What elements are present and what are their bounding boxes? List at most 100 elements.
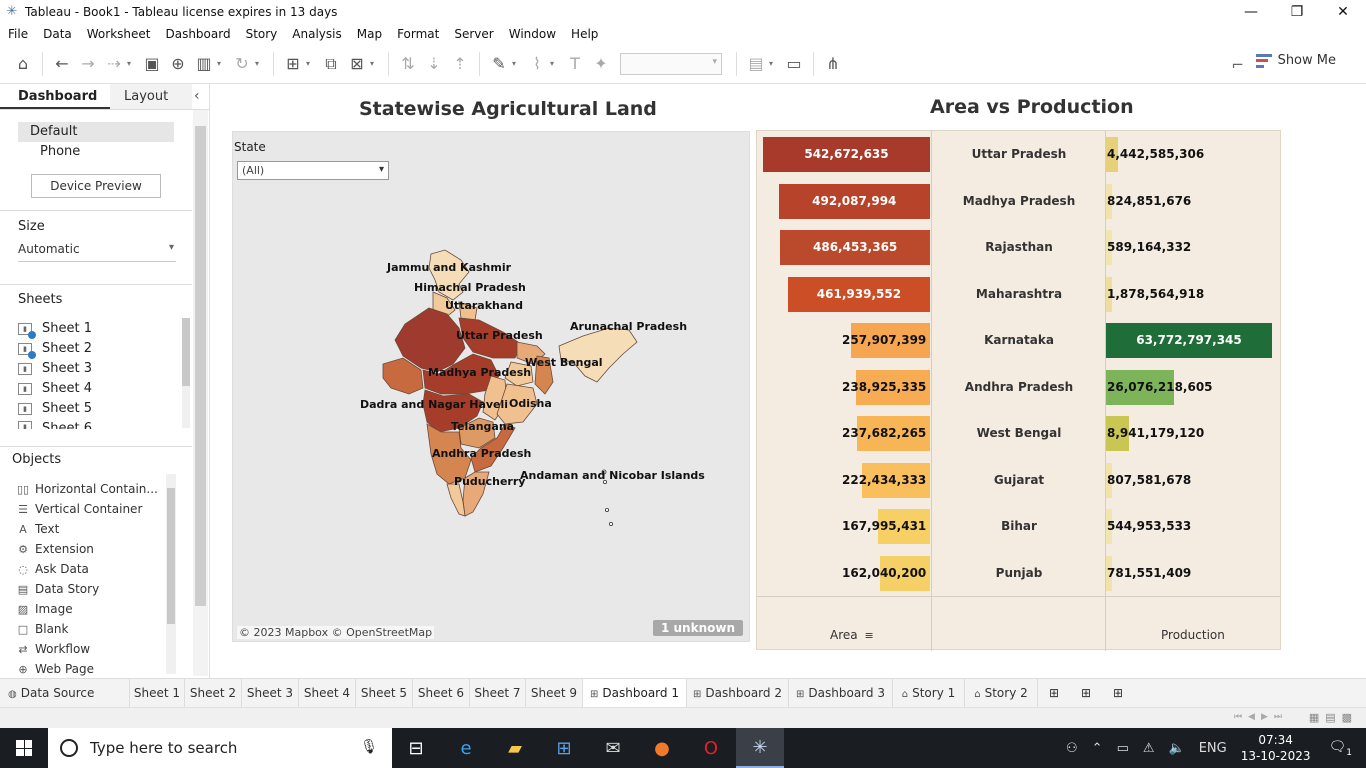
tab-story-1[interactable]: ⌂ Story 1 <box>893 679 965 708</box>
fit-dropdown[interactable] <box>620 52 722 75</box>
pause-auto-updates-icon[interactable]: ▥ <box>196 54 212 73</box>
chevron-down-icon[interactable]: ▾ <box>127 59 132 68</box>
sheet-list-item[interactable]: ▮ Sheet 6 <box>18 421 92 429</box>
object-horizontal-container[interactable]: ▯▯ Horizontal Contain... <box>16 482 158 496</box>
production-bar[interactable] <box>1106 323 1272 358</box>
objects-scrollbar[interactable] <box>166 474 176 674</box>
sheet-list-item[interactable]: ▮ Sheet 5 <box>18 401 92 416</box>
object-workflow[interactable]: ⇄ Workflow <box>16 642 90 656</box>
edge-browser-icon[interactable]: e <box>460 737 472 759</box>
chevron-down-icon[interactable]: ▾ <box>550 59 555 68</box>
chevron-down-icon[interactable]: ▾ <box>217 59 222 68</box>
clear-sheet-icon[interactable]: ⊠ <box>350 54 364 73</box>
show-cards-icon[interactable]: ▤ <box>748 54 764 73</box>
close-button[interactable]: ✕ <box>1337 4 1349 20</box>
chevron-down-icon[interactable]: ▾ <box>306 59 311 68</box>
area-bar[interactable] <box>763 137 930 172</box>
area-bar[interactable] <box>856 416 930 451</box>
object-blank[interactable]: □ Blank <box>16 622 69 636</box>
file-explorer-icon[interactable]: ▰ <box>508 737 522 759</box>
production-bar[interactable] <box>1106 509 1112 544</box>
device-phone[interactable]: Phone <box>40 144 81 159</box>
sort-icon[interactable]: ≡ <box>864 629 874 642</box>
new-worksheet-icon[interactable]: ⊞ <box>286 54 300 73</box>
sort-descending-icon[interactable]: ⇡ <box>453 54 467 73</box>
chart-row[interactable]: 461,939,552 Maharashtra 1,878,564,918 <box>757 271 1280 317</box>
production-bar[interactable] <box>1106 369 1174 405</box>
firefox-icon[interactable]: ● <box>654 737 670 759</box>
microsoft-store-icon[interactable]: ⊞ <box>556 737 572 759</box>
tab-dashboard-3[interactable]: ⊞ Dashboard 3 <box>789 679 893 708</box>
menu-story[interactable]: Story <box>245 27 278 41</box>
duplicate-icon[interactable]: ⧉ <box>325 53 337 73</box>
menu-worksheet[interactable]: Worksheet <box>86 27 151 41</box>
chart-row[interactable]: 257,907,399 Karnataka 63,772,797,345 <box>757 317 1280 363</box>
area-bar[interactable] <box>880 555 930 591</box>
menu-map[interactable]: Map <box>356 27 383 41</box>
area-bar[interactable] <box>850 323 930 358</box>
chart-row[interactable]: 542,672,635 Uttar Pradesh 4,442,585,306 <box>757 131 1280 177</box>
tab-dashboard-2[interactable]: ⊞ Dashboard 2 <box>687 679 789 708</box>
tab-sheet-5[interactable]: Sheet 5 <box>356 679 413 708</box>
sheet-list-item[interactable]: ▮ Sheet 2 <box>18 341 92 359</box>
tab-sheet-6[interactable]: Sheet 6 <box>413 679 470 708</box>
tab-sheet-3[interactable]: Sheet 3 <box>242 679 299 708</box>
production-bar[interactable] <box>1106 462 1112 498</box>
chart-row[interactable]: 492,087,994 Madhya Pradesh 824,851,676 <box>757 178 1280 224</box>
network-icon[interactable]: ⚠ <box>1142 740 1155 756</box>
device-default[interactable]: Default <box>18 122 174 142</box>
tab-dashboard[interactable]: Dashboard <box>0 84 110 109</box>
new-dashboard-tab-icon[interactable]: ⊞ <box>1080 686 1092 700</box>
tab-sheet-9[interactable]: Sheet 9 <box>526 679 583 708</box>
share-icon[interactable]: ⋔ <box>826 54 840 73</box>
highlight-icon[interactable]: ✎ <box>492 54 506 73</box>
new-data-source-icon[interactable]: ⊕ <box>171 54 185 73</box>
panel-scrollbar[interactable] <box>193 110 208 676</box>
new-story-tab-icon[interactable]: ⊞ <box>1112 686 1124 700</box>
replay-icon[interactable]: ⇢ <box>107 54 121 73</box>
save-icon[interactable]: ▣ <box>144 54 160 73</box>
state-filter-dropdown[interactable]: (All) <box>237 161 389 180</box>
sort-ascending-icon[interactable]: ⇣ <box>427 54 441 73</box>
undo-icon[interactable]: ← <box>55 54 69 73</box>
production-bar[interactable] <box>1106 416 1130 451</box>
area-axis-label[interactable]: Area ≡ <box>830 628 874 642</box>
production-bar[interactable] <box>1106 555 1112 591</box>
object-extension[interactable]: ⚙ Extension <box>16 542 94 556</box>
area-bar[interactable] <box>787 276 930 312</box>
redo-icon[interactable]: → <box>81 54 95 73</box>
object-data-story[interactable]: ▤ Data Story <box>16 582 99 596</box>
tab-sheet-4[interactable]: Sheet 4 <box>299 679 356 708</box>
mail-icon[interactable]: ✉ <box>605 737 621 759</box>
chevron-down-icon[interactable]: ▾ <box>255 59 260 68</box>
chart-row[interactable]: 237,682,265 West Bengal 8,941,179,120 <box>757 410 1280 456</box>
menu-format[interactable]: Format <box>397 27 440 41</box>
tab-data-source[interactable]: ◍ Data Source <box>0 679 130 708</box>
area-bar[interactable] <box>878 509 930 544</box>
tab-sheet-1[interactable]: Sheet 1 <box>130 679 185 708</box>
tab-layout[interactable]: Layout <box>110 84 192 109</box>
menu-data[interactable]: Data <box>43 27 72 41</box>
menu-file[interactable]: File <box>8 27 29 41</box>
tableau-taskbar-icon[interactable]: ✳ <box>736 728 784 768</box>
fix-axes-icon[interactable]: ✦ <box>594 54 608 73</box>
chevron-up-icon[interactable]: ⌃ <box>1091 740 1103 756</box>
home-icon[interactable]: ⌂ <box>17 54 29 73</box>
area-bar[interactable] <box>861 462 930 498</box>
object-image[interactable]: ▨ Image <box>16 602 73 616</box>
sheet-list-item[interactable]: ▮ Sheet 4 <box>18 381 92 396</box>
clock[interactable]: 07:34 13-10-2023 <box>1241 732 1311 764</box>
chevron-down-icon[interactable]: ▾ <box>512 59 517 68</box>
task-view-icon[interactable]: ⊟ <box>408 737 424 759</box>
tab-navigation-icons[interactable]: ⏮◀▶⏭ <box>1233 712 1288 722</box>
device-preview-button[interactable]: Device Preview <box>31 174 161 198</box>
india-map[interactable] <box>233 132 751 643</box>
chart-row[interactable]: 167,995,431 Bihar 544,953,533 <box>757 503 1280 549</box>
menu-help[interactable]: Help <box>571 27 599 41</box>
tab-sheet-7[interactable]: Sheet 7 <box>470 679 526 708</box>
area-production-chart[interactable]: 542,672,635 Uttar Pradesh 4,442,585,306 492… <box>756 130 1281 651</box>
object-text[interactable]: A Text <box>16 522 59 536</box>
area-bar[interactable] <box>780 230 930 265</box>
scrollbar-thumb[interactable] <box>167 488 175 624</box>
microphone-icon[interactable]: 🎙 <box>360 739 378 755</box>
